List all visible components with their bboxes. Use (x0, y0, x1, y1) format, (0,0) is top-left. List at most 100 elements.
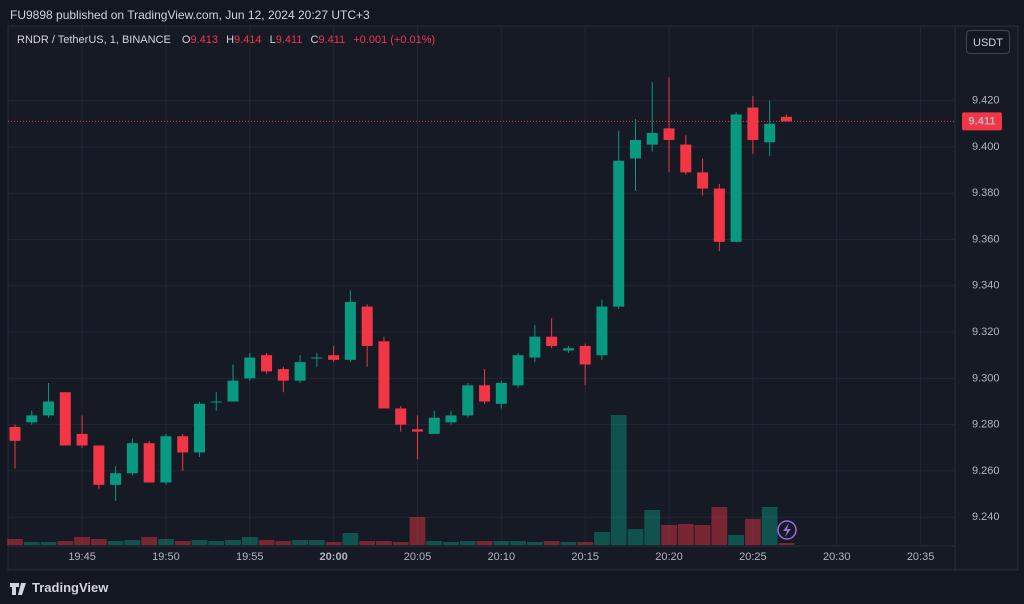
volume-bar (694, 525, 711, 545)
candle-body (646, 133, 658, 145)
change: +0.001 (+0.01%) (353, 34, 436, 46)
x-tick-label: 20:20 (655, 551, 683, 563)
y-tick-label: 9.240 (972, 511, 1000, 523)
published-line: FU9898 published on TradingView.com, Jun… (10, 8, 370, 22)
volume-bar (510, 541, 526, 545)
volume-bar (409, 517, 426, 545)
candle-body (562, 348, 574, 351)
volume-bar (342, 533, 359, 545)
volume-bar (744, 519, 761, 545)
footer-logo (10, 583, 26, 595)
volume-bar (778, 543, 795, 545)
candle-body (428, 417, 440, 434)
volume-bar (23, 542, 40, 545)
candle-body (261, 355, 273, 372)
candle-body (529, 336, 541, 358)
volume-bar (543, 541, 560, 545)
volume-bar (241, 537, 258, 545)
candle-body (680, 144, 692, 173)
candle-body (579, 345, 591, 365)
candle-body (780, 116, 792, 122)
candle-body (244, 357, 256, 379)
volume-bar (594, 532, 610, 545)
currency-button[interactable]: USDT (966, 30, 1010, 54)
volume-bar (191, 540, 208, 545)
candle-body (227, 380, 239, 402)
candle-body (596, 306, 608, 356)
candle-body (126, 443, 138, 474)
volume-bar (225, 540, 241, 545)
volume-bar (7, 539, 23, 545)
volume-bar (677, 524, 694, 545)
volume-pane (7, 415, 795, 545)
volume-bar (376, 541, 392, 545)
candle-body (395, 408, 407, 425)
x-tick-label: 19:55 (236, 551, 264, 563)
candle-body (546, 336, 558, 346)
x-tick-label: 19:50 (152, 551, 180, 563)
ohlc-letter: L (269, 34, 276, 46)
chart-panel (7, 25, 1019, 571)
x-tick-label: 20:05 (404, 551, 432, 563)
volume-bar (443, 542, 459, 545)
candle-body (143, 443, 155, 483)
volume-bar (426, 541, 443, 545)
volume-bar (275, 541, 292, 545)
volume-bar (761, 507, 778, 545)
ohlc-letter: O (181, 34, 191, 46)
candle-body (462, 385, 474, 416)
volume-bar (141, 537, 158, 545)
volume-bar (392, 542, 409, 545)
candle-body (76, 433, 88, 446)
volume-bar (158, 539, 174, 545)
volume-bar (644, 510, 661, 545)
candle-body (277, 369, 289, 381)
volume-bar (107, 541, 124, 545)
lightning-glyph (783, 523, 791, 537)
candle-body (512, 355, 524, 386)
x-tick-label: 20:35 (907, 551, 935, 563)
candle-body (328, 355, 340, 360)
volume-bar (208, 541, 225, 545)
candle-body (93, 445, 105, 485)
volume-bar (610, 415, 627, 545)
volume-bar (74, 537, 90, 545)
candle-body (764, 123, 776, 143)
y-tick-label: 9.420 (972, 95, 1000, 107)
volume-bar (258, 540, 275, 545)
candles (9, 77, 792, 502)
volume-bar (493, 541, 510, 545)
volume-bar (325, 542, 342, 545)
footer-brand: TradingView (32, 580, 109, 595)
candle-body (663, 128, 675, 140)
volume-bar (728, 535, 744, 545)
candle-body (713, 188, 725, 242)
x-tick-label: 20:00 (320, 551, 348, 563)
y-tick-label: 9.400 (972, 141, 1000, 153)
candle-body (177, 436, 189, 453)
last-price-box (962, 112, 1002, 131)
volume-bar (627, 529, 644, 545)
candle-body (411, 429, 423, 432)
volume-bar (459, 541, 476, 545)
y-tick-label: 9.340 (972, 280, 1000, 292)
y-tick-label: 9.380 (972, 187, 1000, 199)
candle-body (747, 107, 759, 140)
volume-bar (57, 541, 74, 545)
volume-bar (560, 542, 577, 545)
candle-body (59, 392, 71, 446)
x-tick-label: 19:45 (68, 551, 96, 563)
candle-body (361, 306, 373, 346)
candle-body (730, 114, 742, 242)
y-tick-label: 9.320 (972, 326, 1000, 338)
candle-body (26, 415, 38, 423)
y-tick-label: 9.260 (972, 465, 1000, 477)
last-price-label: 9.411 (969, 115, 996, 127)
symbol: RNDR / TetherUS, 1, BINANCE (17, 34, 171, 46)
candle-body (160, 436, 172, 483)
y-tick-label: 9.360 (972, 233, 1000, 245)
y-tick-label: 9.300 (972, 372, 1000, 384)
ohlc-value: 9.414 (234, 34, 262, 46)
volume-bar (124, 540, 141, 545)
